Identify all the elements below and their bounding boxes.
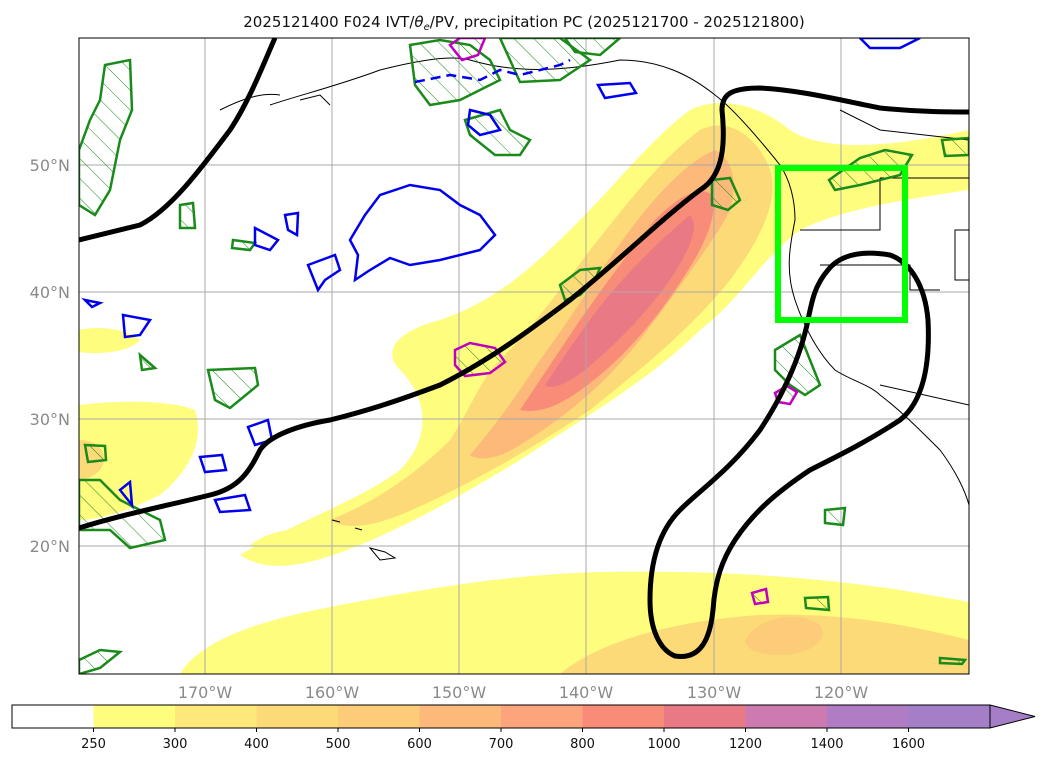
colorbar-segment (175, 705, 258, 728)
colorbar-tick-label: 1600 (892, 737, 925, 752)
colorbar-segment (93, 705, 176, 728)
colorbar-segment (908, 705, 991, 728)
colorbar-tick-label: 1400 (810, 737, 843, 752)
lon-label-130w: 130°W (687, 683, 742, 702)
map-panel (78, 37, 970, 675)
colorbar-segment (256, 705, 339, 728)
colorbar-tick-label: 800 (570, 737, 595, 752)
colorbar-tick-label: 300 (163, 737, 188, 752)
colorbar-tick-label: 500 (326, 737, 351, 752)
colorbar-tick-label: 1200 (729, 737, 762, 752)
colorbar-segment (501, 705, 584, 728)
colorbar-segment (664, 705, 747, 728)
lat-label-20n: 20°N (30, 537, 70, 556)
ivt-patch-20n (250, 529, 321, 559)
colorbar-segment (827, 705, 910, 728)
blue-pv-contours (81, 38, 921, 514)
colorbar-tick-label: 700 (489, 737, 514, 752)
colorbar-segment (338, 705, 421, 728)
lon-label-170w: 170°W (178, 683, 233, 702)
colorbar-tick-label: 400 (244, 737, 269, 752)
lon-label-150w: 150°W (432, 683, 487, 702)
lat-label-40n: 40°N (30, 283, 70, 302)
map-frame (78, 37, 970, 675)
colorbar-extend-arrow (989, 704, 1036, 729)
lon-label-120w: 120°W (814, 683, 869, 702)
colorbar-segment (745, 705, 828, 728)
lat-label-30n: 30°N (30, 410, 70, 429)
black-contours (79, 38, 969, 659)
figure-title: 2025121400 F024 IVT/θe/PV, precipitation… (243, 13, 804, 33)
lat-label-50n: 50°N (30, 156, 70, 175)
gridlines (79, 38, 969, 674)
colorbar-tick-label: 600 (407, 737, 432, 752)
latitude-labels: 50°N 40°N 30°N 20°N (30, 156, 70, 556)
colorbar-tick-label: 1000 (647, 737, 680, 752)
longitude-labels: 170°W 160°W 150°W 140°W 130°W 120°W (178, 683, 869, 702)
colorbar-segment (582, 705, 665, 728)
region-highlight-box (775, 165, 908, 323)
colorbar-tick-label: 250 (81, 737, 106, 752)
ivt-plume-1000 (545, 215, 694, 387)
ivt-shading (79, 102, 969, 674)
colorbar: 250 300 400 500 600 700 800 1000 1200 1400 1600 (11, 704, 1036, 752)
ivt-subtropical-500 (745, 616, 823, 655)
colorbar-segment (12, 705, 95, 728)
colorbar-segment (419, 705, 502, 728)
lon-label-140w: 140°W (559, 683, 614, 702)
lon-label-160w: 160°W (305, 683, 360, 702)
